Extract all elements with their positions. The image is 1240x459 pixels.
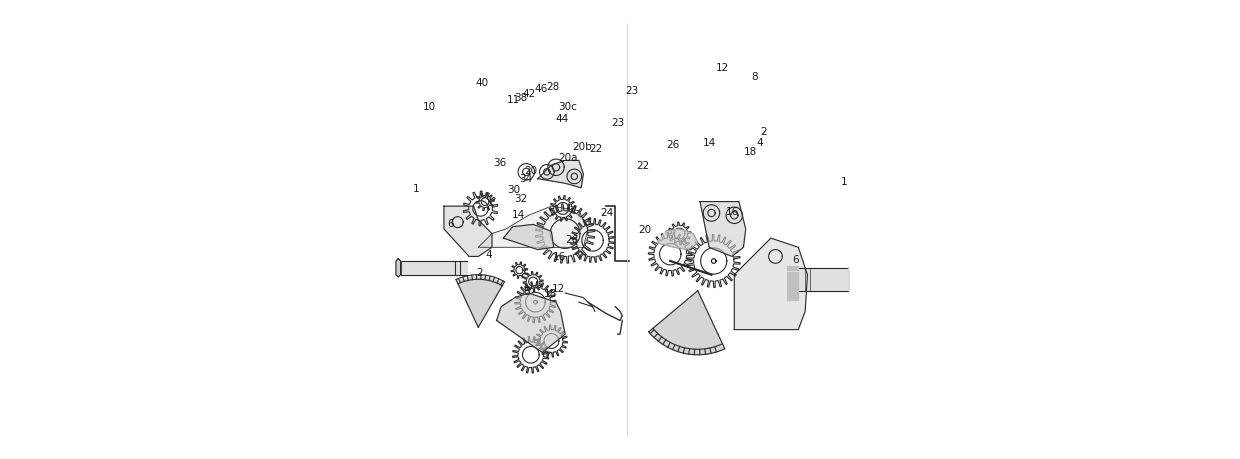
Text: 18: 18	[744, 147, 756, 157]
Polygon shape	[496, 293, 565, 353]
Text: 10: 10	[423, 101, 436, 111]
Text: 1: 1	[841, 177, 847, 187]
Text: 22: 22	[589, 143, 603, 153]
Text: 4: 4	[756, 138, 763, 148]
Text: 23: 23	[611, 118, 625, 127]
Text: 16: 16	[553, 252, 567, 262]
Text: 14: 14	[512, 210, 525, 220]
Text: 12: 12	[717, 62, 729, 73]
Text: 46: 46	[534, 84, 548, 94]
Polygon shape	[444, 207, 492, 257]
Text: 30: 30	[507, 185, 521, 194]
Text: 26: 26	[565, 235, 579, 245]
Text: 22: 22	[636, 161, 650, 171]
Text: 36: 36	[494, 157, 507, 168]
Text: 2: 2	[760, 126, 768, 136]
Bar	[787, 278, 799, 282]
Polygon shape	[734, 239, 807, 330]
Text: 20a: 20a	[558, 153, 578, 163]
Text: 8: 8	[523, 286, 529, 297]
Text: 32: 32	[515, 194, 528, 203]
Text: 11: 11	[507, 95, 521, 105]
Text: 20: 20	[525, 165, 537, 175]
Text: 20: 20	[639, 224, 652, 235]
Text: 34: 34	[520, 174, 532, 184]
Polygon shape	[538, 161, 584, 189]
Text: 18: 18	[544, 288, 557, 298]
Wedge shape	[649, 291, 725, 355]
Bar	[787, 266, 799, 270]
Polygon shape	[396, 259, 401, 277]
Text: 8: 8	[751, 72, 758, 82]
Polygon shape	[701, 202, 745, 257]
Wedge shape	[458, 277, 503, 328]
Text: 26: 26	[666, 140, 680, 150]
Text: 1: 1	[413, 184, 420, 193]
Text: 20b: 20b	[572, 141, 591, 151]
Text: 23: 23	[625, 85, 639, 95]
Text: 6: 6	[792, 254, 800, 264]
Text: 38: 38	[515, 93, 527, 103]
Text: 12: 12	[552, 284, 565, 294]
Text: 40: 40	[475, 78, 489, 88]
Text: 16: 16	[725, 206, 739, 216]
Text: 6: 6	[448, 218, 454, 228]
Bar	[787, 284, 799, 288]
Polygon shape	[479, 207, 588, 248]
Polygon shape	[503, 225, 554, 250]
Text: 44: 44	[556, 114, 569, 124]
Text: 4: 4	[486, 250, 492, 260]
Text: 14: 14	[703, 138, 715, 148]
Polygon shape	[848, 268, 858, 291]
Bar	[787, 290, 799, 294]
Text: 2: 2	[476, 268, 482, 278]
Text: 28: 28	[546, 82, 559, 92]
Polygon shape	[656, 230, 698, 250]
Text: 42: 42	[523, 89, 536, 99]
Bar	[787, 296, 799, 300]
Text: 24: 24	[600, 207, 614, 217]
Text: 30c: 30c	[558, 102, 578, 112]
Bar	[787, 272, 799, 276]
